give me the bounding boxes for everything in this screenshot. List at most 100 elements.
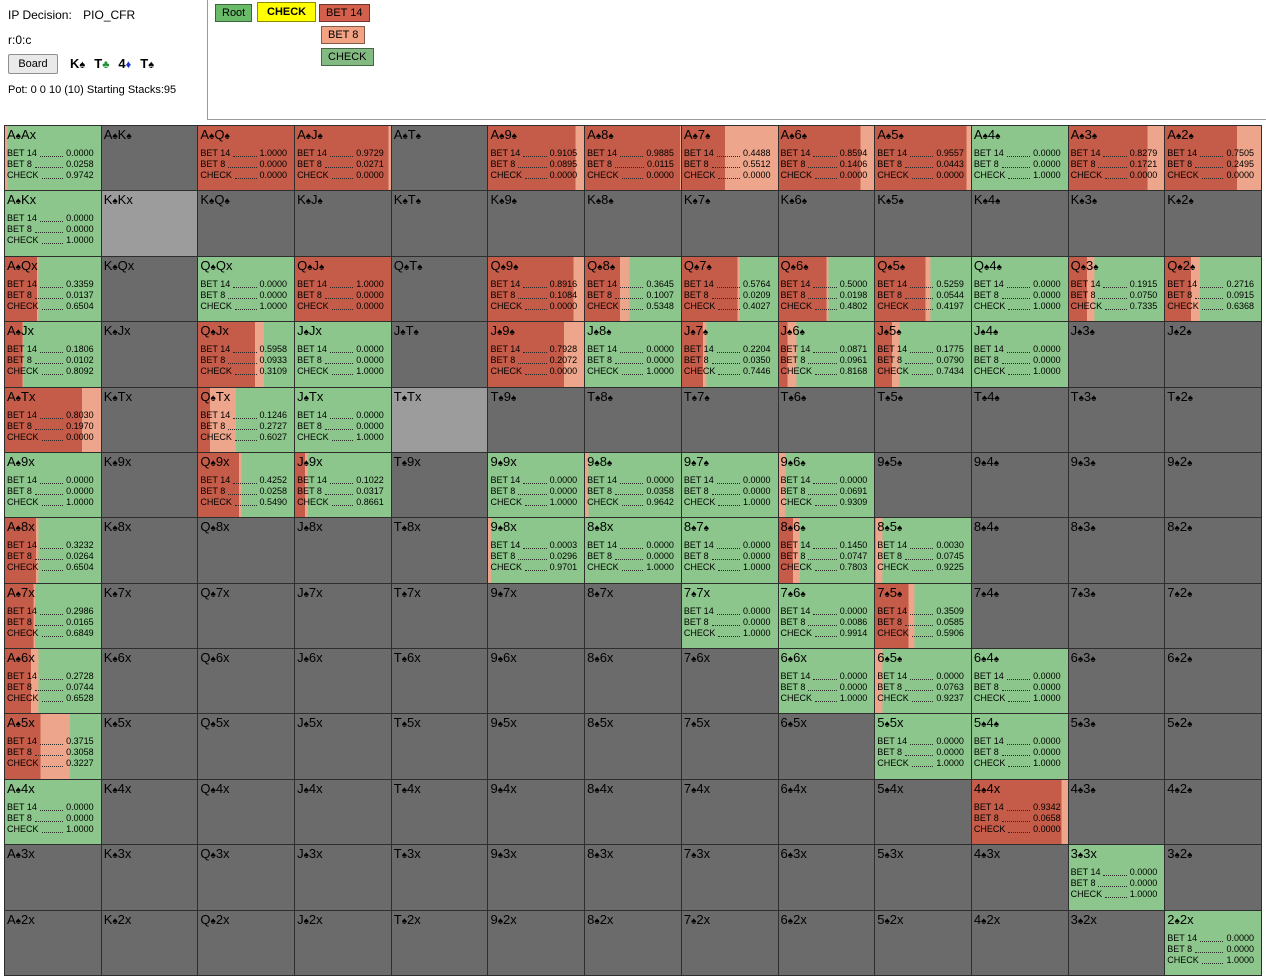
hand-cell-js9x[interactable]: J♠9x BET 14 0.1022 BET 8 0.0317 CHECK 0.8661 xyxy=(295,452,391,518)
hand-cell-8s6s[interactable]: 8♠6♠ BET 14 0.1450 BET 8 0.0747 CHECK 0.7803 xyxy=(778,518,875,583)
hand-cell-ts5x[interactable]: T♠5x xyxy=(391,714,488,779)
hand-cell-4s4x[interactable]: 4♠4x BET 14 0.9342 BET 8 0.0658 CHECK 0.0000 xyxy=(971,779,1068,845)
hand-cell-ksts[interactable]: K♠T♠ xyxy=(391,191,488,256)
hand-cell-ks8s[interactable]: K♠8♠ xyxy=(585,191,681,256)
hand-cell-qsjs[interactable]: Q♠J♠ BET 14 1.0000 BET 8 0.0000 CHECK 0.0000 xyxy=(295,256,391,322)
hand-cell-qs5x[interactable]: Q♠5x xyxy=(198,714,295,779)
hand-cell-7s7x[interactable]: 7♠7x BET 14 0.0000 BET 8 0.0000 CHECK 1.0000 xyxy=(681,583,778,649)
hand-cell-8s8x[interactable]: 8♠8x BET 14 0.0000 BET 8 0.0000 CHECK 1.0000 xyxy=(585,518,681,583)
hand-cell-5s4s[interactable]: 5♠4♠ BET 14 0.0000 BET 8 0.0000 CHECK 1.0000 xyxy=(971,714,1068,779)
hand-cell-js3s[interactable]: J♠3♠ xyxy=(1068,322,1165,387)
hand-cell-ks6s[interactable]: K♠6♠ xyxy=(778,191,875,256)
hand-cell-9s2s[interactable]: 9♠2♠ xyxy=(1165,452,1261,518)
hand-cell-6s4x[interactable]: 6♠4x xyxy=(778,779,875,845)
hand-cell-ts8s[interactable]: T♠8♠ xyxy=(585,387,681,452)
hand-cell-5s4x[interactable]: 5♠4x xyxy=(875,779,971,845)
hand-cell-ts4x[interactable]: T♠4x xyxy=(391,779,488,845)
hand-cell-9s5x[interactable]: 9♠5x xyxy=(488,714,585,779)
hand-cell-js2s[interactable]: J♠2♠ xyxy=(1165,322,1261,387)
hand-cell-qs4x[interactable]: Q♠4x xyxy=(198,779,295,845)
hand-cell-qs9s[interactable]: Q♠9♠ BET 14 0.8916 BET 8 0.1084 CHECK 0.0000 xyxy=(488,256,585,322)
hand-cell-js8s[interactable]: J♠8♠ BET 14 0.0000 BET 8 0.0000 CHECK 1.0000 xyxy=(585,322,681,387)
hand-cell-9s2x[interactable]: 9♠2x xyxy=(488,910,585,975)
hand-cell-8s5s[interactable]: 8♠5♠ BET 14 0.0030 BET 8 0.0745 CHECK 0.9225 xyxy=(875,518,971,583)
hand-cell-8s2s[interactable]: 8♠2♠ xyxy=(1165,518,1261,583)
hand-cell-qs8x[interactable]: Q♠8x xyxy=(198,518,295,583)
hand-cell-9s8x[interactable]: 9♠8x BET 14 0.0003 BET 8 0.0296 CHECK 0.9701 xyxy=(488,518,585,583)
hand-cell-4s2x[interactable]: 4♠2x xyxy=(971,910,1068,975)
hand-cell-js7x[interactable]: J♠7x xyxy=(295,583,391,649)
hand-cell-9s7s[interactable]: 9♠7♠ BET 14 0.0000 BET 8 0.0000 CHECK 1.0000 xyxy=(681,452,778,518)
hand-cell-9s3s[interactable]: 9♠3♠ xyxy=(1068,452,1165,518)
hand-cell-3s2x[interactable]: 3♠2x xyxy=(1068,910,1165,975)
hand-cell-asjx[interactable]: A♠Jx BET 14 0.1806 BET 8 0.0102 CHECK 0.8092 xyxy=(5,322,101,387)
hand-cell-js4s[interactable]: J♠4♠ BET 14 0.0000 BET 8 0.0000 CHECK 1.0000 xyxy=(971,322,1068,387)
hand-cell-3s3x[interactable]: 3♠3x BET 14 0.0000 BET 8 0.0000 CHECK 1.0000 xyxy=(1068,845,1165,910)
hand-cell-js7s[interactable]: J♠7♠ BET 14 0.2204 BET 8 0.0350 CHECK 0.7446 xyxy=(681,322,778,387)
hand-cell-qsqx[interactable]: Q♠Qx BET 14 0.0000 BET 8 0.0000 CHECK 1.0000 xyxy=(198,256,295,322)
hand-cell-as2x[interactable]: A♠2x xyxy=(5,910,101,975)
hand-cell-as8s[interactable]: A♠8♠ BET 14 0.9885 BET 8 0.0115 CHECK 0.0000 xyxy=(585,126,681,191)
hand-cell-as6s[interactable]: A♠6♠ BET 14 0.8594 BET 8 0.1406 CHECK 0.0000 xyxy=(778,126,875,191)
hand-cell-ks3s[interactable]: K♠3♠ xyxy=(1068,191,1165,256)
hand-cell-7s6s[interactable]: 7♠6♠ BET 14 0.0000 BET 8 0.0086 CHECK 0.9914 xyxy=(778,583,875,649)
hand-cell-ts6x[interactable]: T♠6x xyxy=(391,649,488,714)
hand-cell-2s2x[interactable]: 2♠2x BET 14 0.0000 BET 8 0.0000 CHECK 1.0000 xyxy=(1165,910,1261,975)
hand-cell-ks2x[interactable]: K♠2x xyxy=(101,910,198,975)
hand-cell-js9s[interactable]: J♠9♠ BET 14 0.7928 BET 8 0.2072 CHECK 0.0000 xyxy=(488,322,585,387)
hand-cell-ksqx[interactable]: K♠Qx xyxy=(101,256,198,322)
hand-cell-qs5s[interactable]: Q♠5♠ BET 14 0.5259 BET 8 0.0544 CHECK 0.4197 xyxy=(875,256,971,322)
hand-cell-ts3s[interactable]: T♠3♠ xyxy=(1068,387,1165,452)
hand-cell-ks5s[interactable]: K♠5♠ xyxy=(875,191,971,256)
hand-cell-6s3s[interactable]: 6♠3♠ xyxy=(1068,649,1165,714)
hand-cell-9s8s[interactable]: 9♠8♠ BET 14 0.0000 BET 8 0.0358 CHECK 0.9642 xyxy=(585,452,681,518)
hand-cell-7s5s[interactable]: 7♠5♠ BET 14 0.3509 BET 8 0.0585 CHECK 0.5906 xyxy=(875,583,971,649)
hand-cell-ts4s[interactable]: T♠4♠ xyxy=(971,387,1068,452)
hand-cell-kskx[interactable]: K♠Kx xyxy=(101,191,198,256)
hand-cell-7s3x[interactable]: 7♠3x xyxy=(681,845,778,910)
hand-cell-qs3x[interactable]: Q♠3x xyxy=(198,845,295,910)
hand-cell-as7x[interactable]: A♠7x BET 14 0.2986 BET 8 0.0165 CHECK 0.6849 xyxy=(5,583,101,649)
hand-cell-as9x[interactable]: A♠9x BET 14 0.0000 BET 8 0.0000 CHECK 1.0000 xyxy=(5,452,101,518)
hand-cell-asqs[interactable]: A♠Q♠ BET 14 1.0000 BET 8 0.0000 CHECK 0.0000 xyxy=(198,126,295,191)
hand-cell-ksjs[interactable]: K♠J♠ xyxy=(295,191,391,256)
hand-cell-asks[interactable]: A♠K♠ xyxy=(101,126,198,191)
hand-cell-5s3s[interactable]: 5♠3♠ xyxy=(1068,714,1165,779)
hand-cell-qs4s[interactable]: Q♠4♠ BET 14 0.0000 BET 8 0.0000 CHECK 1.0000 xyxy=(971,256,1068,322)
hand-cell-ks7s[interactable]: K♠7♠ xyxy=(681,191,778,256)
hand-cell-8s2x[interactable]: 8♠2x xyxy=(585,910,681,975)
hand-cell-8s7x[interactable]: 8♠7x xyxy=(585,583,681,649)
hand-cell-7s4s[interactable]: 7♠4♠ xyxy=(971,583,1068,649)
hand-cell-js8x[interactable]: J♠8x xyxy=(295,518,391,583)
hand-cell-8s4x[interactable]: 8♠4x xyxy=(585,779,681,845)
hand-cell-9s6s[interactable]: 9♠6♠ BET 14 0.0000 BET 8 0.0691 CHECK 0.9309 xyxy=(778,452,875,518)
hand-cell-8s6x[interactable]: 8♠6x xyxy=(585,649,681,714)
hand-cell-6s2s[interactable]: 6♠2♠ xyxy=(1165,649,1261,714)
hand-cell-js3x[interactable]: J♠3x xyxy=(295,845,391,910)
hand-cell-ts9x[interactable]: T♠9x xyxy=(391,452,488,518)
hand-cell-js2x[interactable]: J♠2x xyxy=(295,910,391,975)
hand-cell-qs3s[interactable]: Q♠3♠ BET 14 0.1915 BET 8 0.0750 CHECK 0.7335 xyxy=(1068,256,1165,322)
hand-cell-as5s[interactable]: A♠5♠ BET 14 0.9557 BET 8 0.0443 CHECK 0.0000 xyxy=(875,126,971,191)
hand-cell-qs7x[interactable]: Q♠7x xyxy=(198,583,295,649)
hand-cell-ts3x[interactable]: T♠3x xyxy=(391,845,488,910)
hand-cell-as3x[interactable]: A♠3x xyxy=(5,845,101,910)
hand-cell-ts5s[interactable]: T♠5♠ xyxy=(875,387,971,452)
hand-cell-4s3s[interactable]: 4♠3♠ xyxy=(1068,779,1165,845)
hand-cell-js4x[interactable]: J♠4x xyxy=(295,779,391,845)
hand-cell-4s3x[interactable]: 4♠3x xyxy=(971,845,1068,910)
hand-cell-6s5s[interactable]: 6♠5♠ BET 14 0.0000 BET 8 0.0763 CHECK 0.9237 xyxy=(875,649,971,714)
hand-cell-5s2x[interactable]: 5♠2x xyxy=(875,910,971,975)
hand-cell-qs7s[interactable]: Q♠7♠ BET 14 0.5764 BET 8 0.0209 CHECK 0.4027 xyxy=(681,256,778,322)
hand-cell-6s6x[interactable]: 6♠6x BET 14 0.0000 BET 8 0.0000 CHECK 1.0000 xyxy=(778,649,875,714)
hand-cell-6s4s[interactable]: 6♠4♠ BET 14 0.0000 BET 8 0.0000 CHECK 1.0000 xyxy=(971,649,1068,714)
hand-cell-qs2x[interactable]: Q♠2x xyxy=(198,910,295,975)
hand-cell-5s3x[interactable]: 5♠3x xyxy=(875,845,971,910)
hand-cell-9s7x[interactable]: 9♠7x xyxy=(488,583,585,649)
hand-cell-9s6x[interactable]: 9♠6x xyxy=(488,649,585,714)
hand-cell-ts2s[interactable]: T♠2♠ xyxy=(1165,387,1261,452)
root-node-button[interactable]: Root xyxy=(215,4,253,22)
hand-cell-ks7x[interactable]: K♠7x xyxy=(101,583,198,649)
hand-cell-9s4x[interactable]: 9♠4x xyxy=(488,779,585,845)
hand-cell-qs2s[interactable]: Q♠2♠ BET 14 0.2716 BET 8 0.0915 CHECK 0.6368 xyxy=(1165,256,1261,322)
